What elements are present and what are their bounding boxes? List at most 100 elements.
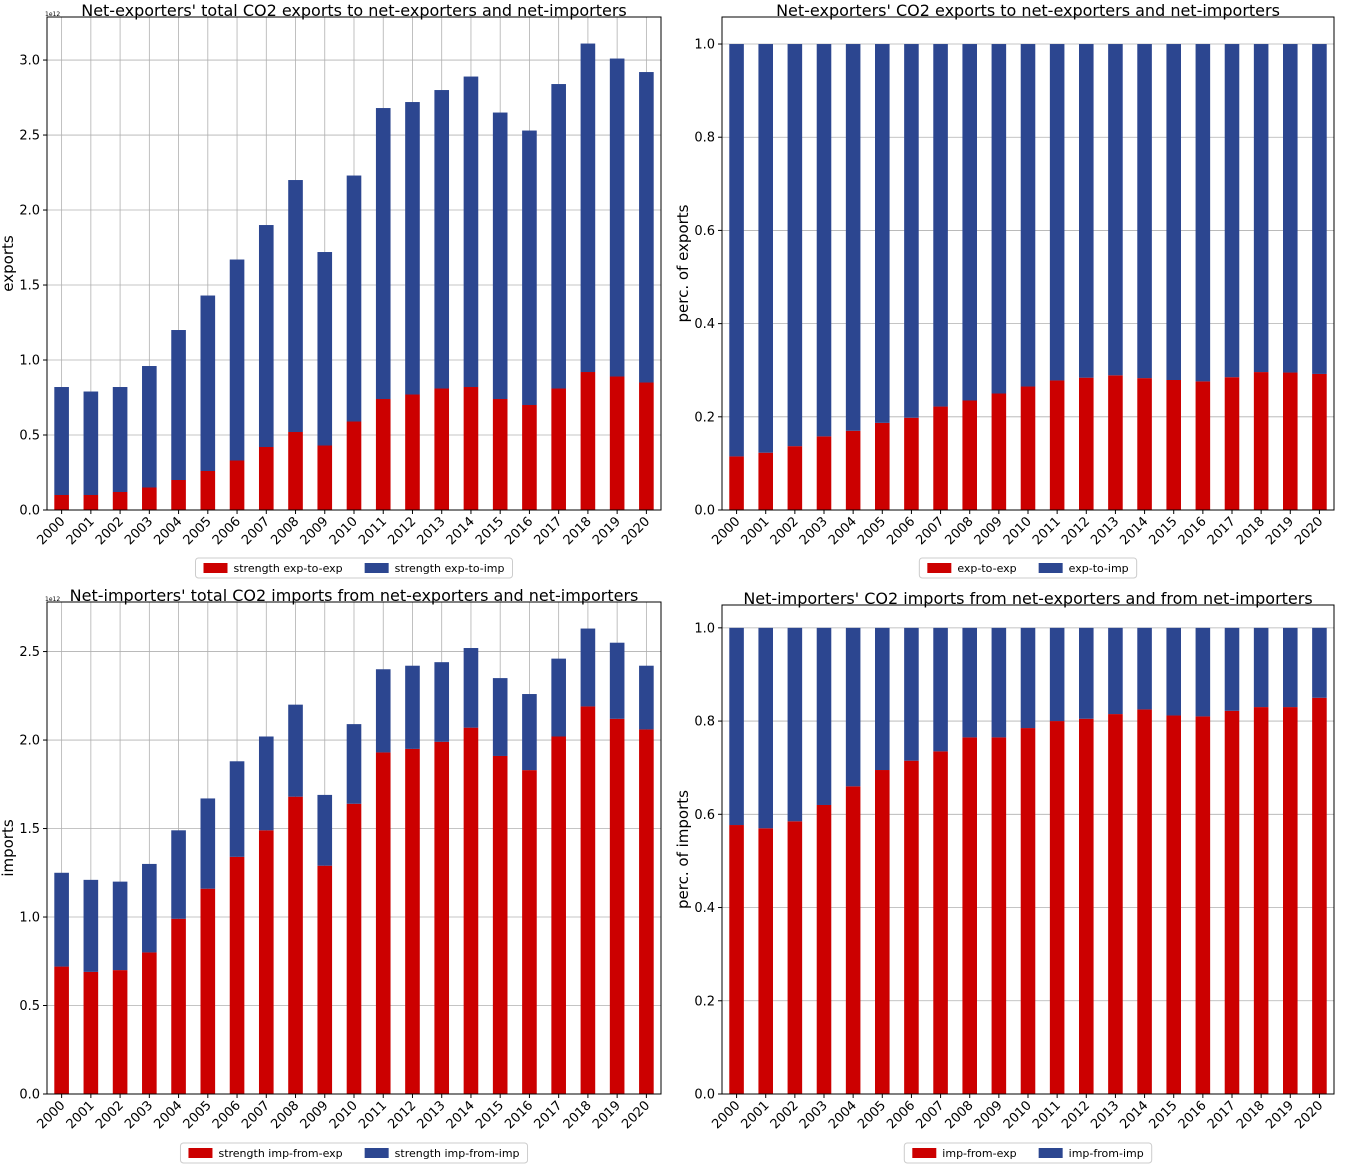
bar [962, 44, 977, 401]
bar [1312, 373, 1327, 510]
legend: imp-from-exp imp-from-imp [903, 1142, 1153, 1164]
x-tick-label: 2007 [913, 514, 947, 548]
bar [787, 44, 803, 447]
y-tick-label: 0.0 [19, 1088, 40, 1103]
bar [758, 44, 773, 453]
bar [729, 44, 744, 457]
y-tick-label: 0.8 [694, 131, 715, 146]
x-tick-label: 2005 [181, 1098, 215, 1132]
legend-swatch [912, 1148, 937, 1158]
bar [346, 175, 362, 422]
x-tick-label: 2015 [473, 514, 507, 548]
x-tick-label: 2013 [415, 1098, 449, 1132]
x-tick-label: 2000 [34, 514, 68, 548]
bar [1253, 372, 1269, 510]
axes-frame [721, 604, 1335, 1095]
bar [580, 628, 596, 707]
bar [463, 648, 479, 728]
bar [112, 492, 128, 510]
bar [405, 394, 420, 510]
bar [816, 436, 832, 510]
bar [1079, 718, 1094, 1094]
bar [816, 804, 832, 1094]
y-tick-label: 1.0 [19, 354, 40, 369]
x-tick-label: 2012 [1059, 1098, 1093, 1132]
legend: strength exp-to-exp strength exp-to-imp [195, 557, 513, 579]
bar [1283, 707, 1298, 1094]
bar [904, 44, 919, 418]
bar [229, 761, 245, 857]
bar [758, 627, 773, 829]
bar [962, 400, 977, 510]
x-tick-label: 2008 [268, 514, 302, 548]
bar [1049, 380, 1065, 510]
bar [317, 865, 333, 1094]
x-tick-label: 2016 [1176, 514, 1210, 548]
x-tick-label: 2018 [561, 1098, 595, 1132]
bar [1224, 627, 1240, 711]
bar [1137, 44, 1152, 379]
y-tick-label: 0.0 [694, 504, 715, 519]
bar [1166, 44, 1181, 380]
y-tick-label: 0.5 [19, 999, 40, 1014]
bar [551, 388, 566, 510]
bar [933, 44, 948, 407]
bar [405, 102, 420, 395]
legend: exp-to-exp exp-to-imp [918, 557, 1138, 579]
bar [933, 406, 948, 510]
x-tick-label: 2005 [855, 1098, 889, 1132]
x-tick-label: 2009 [298, 514, 332, 548]
x-tick-label: 2013 [415, 514, 449, 548]
bar [1312, 697, 1327, 1094]
bar [434, 388, 450, 510]
legend-swatch [364, 563, 389, 573]
bar [845, 786, 861, 1094]
bar [1166, 715, 1181, 1094]
bar [112, 970, 128, 1094]
bar [816, 44, 832, 437]
legend-swatch [203, 563, 228, 573]
bar [1079, 44, 1094, 378]
x-tick-label: 2010 [1001, 1098, 1035, 1132]
bar [112, 881, 128, 971]
bar [1195, 381, 1211, 510]
legend-box [918, 557, 1138, 579]
legend-label: strength imp-from-imp [395, 1147, 520, 1160]
x-tick-label: 2010 [327, 1098, 361, 1132]
x-tick-label: 2011 [1030, 1098, 1064, 1132]
x-tick-label: 2014 [444, 1098, 478, 1132]
bar [1283, 44, 1298, 373]
x-tick-label: 2017 [1205, 514, 1239, 548]
x-tick-label: 2011 [356, 1098, 390, 1132]
y-tick-label: 0.2 [694, 410, 715, 425]
x-tick-label: 2002 [768, 514, 802, 548]
bar [258, 736, 274, 831]
chart-title: Net-exporters' total CO2 exports to net-… [81, 1, 627, 20]
bar [1108, 375, 1123, 510]
x-tick-label: 2004 [826, 514, 860, 548]
x-tick-label: 2018 [1234, 514, 1268, 548]
bar [375, 108, 391, 400]
bar [112, 387, 128, 493]
bar [609, 376, 625, 510]
bar [580, 372, 596, 510]
bar [1224, 377, 1240, 510]
bar [258, 225, 274, 448]
x-tick-label: 2000 [709, 514, 743, 548]
legend-label: imp-from-exp [942, 1147, 1016, 1160]
bar [142, 487, 157, 510]
x-tick-label: 2006 [210, 1098, 244, 1132]
x-tick-label: 2002 [768, 1098, 802, 1132]
x-tick-label: 2011 [356, 514, 390, 548]
legend-box [903, 1142, 1153, 1164]
bar [171, 830, 186, 919]
bar [875, 422, 890, 510]
x-tick-label: 2019 [590, 1098, 624, 1132]
bar [492, 112, 508, 400]
x-tick-label: 2013 [1088, 514, 1122, 548]
bar [1253, 627, 1269, 708]
y-axis-label: imports [0, 819, 17, 877]
chart-title: Net-importers' CO2 imports from net-expo… [743, 589, 1312, 608]
x-tick-label: 2001 [64, 1098, 98, 1132]
x-tick-label: 2015 [473, 1098, 507, 1132]
